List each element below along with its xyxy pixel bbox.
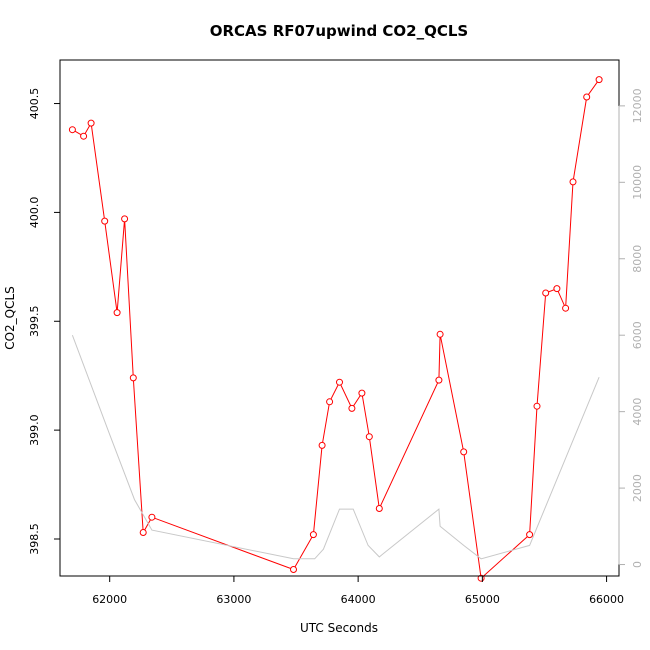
data-point (569, 178, 577, 186)
data-point (562, 304, 570, 312)
series-line (72, 79, 600, 580)
x-tick-label: 63000 (216, 593, 251, 606)
data-point (336, 378, 343, 386)
data-point (318, 441, 326, 449)
plot-frame (59, 59, 620, 577)
y2-tick-label: 6000 (631, 321, 644, 349)
data-point (542, 289, 550, 297)
data-point (348, 404, 356, 412)
data-point (553, 285, 561, 293)
x-tick-label: 62000 (92, 593, 127, 606)
data-point (129, 374, 137, 382)
data-point (68, 126, 76, 134)
y2-tick-label: 0 (631, 561, 644, 568)
data-point (326, 398, 334, 406)
data-point (375, 505, 383, 512)
data-point (436, 330, 444, 338)
data-point (365, 433, 373, 441)
y-tick-label: 400.0 (28, 197, 41, 229)
x-tick-label: 65000 (465, 593, 500, 606)
y-axis: 398.5 399.0 399.5 400.0 400.5 (28, 88, 61, 555)
data-point (101, 217, 109, 225)
data-point (290, 566, 297, 573)
y2-axis: 0 2000 4000 6000 8000 10000 12000 (618, 88, 644, 568)
plot-area (68, 76, 603, 582)
data-point (80, 132, 88, 140)
y2-tick-label: 12000 (631, 88, 644, 123)
y-tick-label: 398.5 (28, 523, 41, 555)
secondary-series-line (71, 335, 600, 560)
x-tick-label: 66000 (589, 593, 624, 606)
y-tick-label: 399.0 (28, 414, 41, 446)
y2-tick-label: 2000 (631, 474, 644, 502)
y-tick-label: 400.5 (28, 88, 41, 120)
data-point (533, 402, 541, 410)
data-point (583, 93, 591, 101)
data-point (113, 309, 121, 317)
data-point (460, 448, 468, 456)
data-point (148, 513, 156, 521)
data-point (526, 531, 534, 539)
data-point (87, 119, 95, 127)
y2-tick-label: 8000 (631, 245, 644, 273)
data-point (121, 215, 129, 223)
data-point (435, 376, 443, 384)
x-axis-label: UTC Seconds (300, 621, 378, 635)
y2-tick-label: 4000 (631, 398, 644, 426)
x-tick-label: 64000 (341, 593, 376, 606)
y-tick-label: 399.5 (28, 306, 41, 338)
data-point (595, 76, 603, 84)
x-axis: 62000 63000 64000 65000 66000 (92, 575, 624, 606)
chart-title: ORCAS RF07upwind CO2_QCLS (210, 22, 469, 40)
data-point (139, 529, 147, 536)
data-point (358, 389, 366, 397)
y-axis-label: CO2_QCLS (3, 286, 17, 350)
y2-tick-label: 10000 (631, 165, 644, 200)
data-point (309, 531, 317, 539)
